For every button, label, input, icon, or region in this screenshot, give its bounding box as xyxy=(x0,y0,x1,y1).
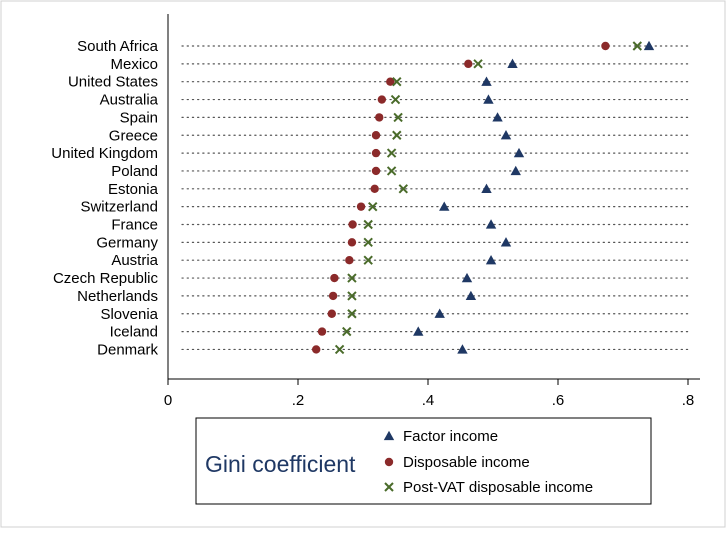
factor-income-point xyxy=(439,201,450,211)
category-label: France xyxy=(111,217,158,234)
factor-income-point xyxy=(507,58,518,69)
post-vat-income-point xyxy=(342,326,352,337)
category-label: Switzerland xyxy=(80,199,158,216)
category-label: Slovenia xyxy=(100,306,158,323)
factor-income-point xyxy=(483,94,494,104)
disposable-income-point xyxy=(377,95,387,104)
post-vat-income-point xyxy=(363,219,373,230)
post-vat-income-point xyxy=(390,94,401,105)
disposable-income-point xyxy=(348,220,357,229)
post-vat-income-point xyxy=(386,166,397,176)
factor-income-point xyxy=(481,183,492,193)
legend-marker-disposable-income xyxy=(384,457,394,467)
factor-income-point xyxy=(485,255,497,265)
post-vat-income-point xyxy=(473,59,483,69)
legend: Gini coefficient Factor income Disposable… xyxy=(195,417,652,505)
post-vat-income-point xyxy=(363,237,373,248)
post-vat-income-point xyxy=(363,255,373,265)
factor-income-point xyxy=(461,272,473,283)
disposable-income-point xyxy=(386,77,395,86)
x-tick-label: .6 xyxy=(552,392,565,409)
factor-income-point xyxy=(643,40,655,51)
factor-income-point xyxy=(481,76,492,86)
x-tick-label: .4 xyxy=(422,392,435,409)
disposable-income-point xyxy=(328,291,338,301)
category-label: Germany xyxy=(96,234,158,251)
category-label: Estonia xyxy=(108,181,159,198)
x-tick-label: 0 xyxy=(164,392,172,409)
disposable-income-point xyxy=(375,113,384,122)
category-label: Denmark xyxy=(97,341,158,358)
post-vat-income-point xyxy=(368,201,378,212)
legend-label-post-vat-income: Post-VAT disposable income xyxy=(403,479,593,496)
category-label: Mexico xyxy=(110,56,158,73)
category-label: Iceland xyxy=(110,324,158,341)
category-label: Australia xyxy=(100,92,159,109)
disposable-income-point xyxy=(317,327,327,336)
factor-income-point xyxy=(457,344,468,354)
legend-title: Gini coefficient xyxy=(205,451,356,477)
category-label: Czech Republic xyxy=(53,270,159,287)
factor-income-point xyxy=(492,112,503,122)
category-label: Greece xyxy=(109,127,158,144)
disposable-income-point xyxy=(371,166,381,176)
x-tick-label: .2 xyxy=(292,392,305,409)
factor-income-point xyxy=(513,147,525,158)
disposable-income-point xyxy=(371,131,381,140)
disposable-income-point xyxy=(371,148,381,158)
disposable-income-point xyxy=(330,273,339,283)
category-label: Netherlands xyxy=(77,288,158,305)
post-vat-income-point xyxy=(393,112,403,123)
factor-income-point xyxy=(413,326,424,336)
legend-marker-post-vat-income xyxy=(384,482,394,492)
factor-income-point xyxy=(510,165,521,176)
factor-income-point xyxy=(500,130,512,140)
factor-income-point xyxy=(500,237,512,247)
legend-marker-factor-income xyxy=(383,430,395,441)
disposable-income-point xyxy=(327,309,336,318)
legend-label-disposable-income: Disposable income xyxy=(403,454,530,471)
disposable-income-point xyxy=(356,202,366,211)
disposable-income-point xyxy=(347,238,357,247)
post-vat-income-point xyxy=(392,76,402,87)
legend-label-factor-income: Factor income xyxy=(403,428,498,445)
category-label: South Africa xyxy=(77,38,159,55)
post-vat-income-point xyxy=(334,344,345,355)
disposable-income-point xyxy=(345,256,354,265)
disposable-income-point xyxy=(312,345,321,354)
disposable-income-point xyxy=(370,184,379,193)
legend-box xyxy=(195,417,652,505)
post-vat-income-point xyxy=(632,41,643,51)
post-vat-income-point xyxy=(347,309,357,319)
category-label: Austria xyxy=(111,252,158,269)
post-vat-income-point xyxy=(392,130,402,140)
post-vat-income-point xyxy=(347,291,357,301)
factor-income-point xyxy=(434,308,445,318)
category-label: Poland xyxy=(111,163,158,180)
category-label: Spain xyxy=(120,109,158,126)
post-vat-income-point xyxy=(347,273,357,283)
category-label: United States xyxy=(68,74,158,91)
x-tick-label: .8 xyxy=(682,392,695,409)
post-vat-income-point xyxy=(386,148,397,158)
disposable-income-point xyxy=(464,59,473,69)
factor-income-point xyxy=(465,290,477,301)
factor-income-point xyxy=(485,219,497,229)
post-vat-income-point xyxy=(398,184,409,194)
category-label: United Kingdom xyxy=(51,145,158,162)
disposable-income-point xyxy=(601,41,610,51)
